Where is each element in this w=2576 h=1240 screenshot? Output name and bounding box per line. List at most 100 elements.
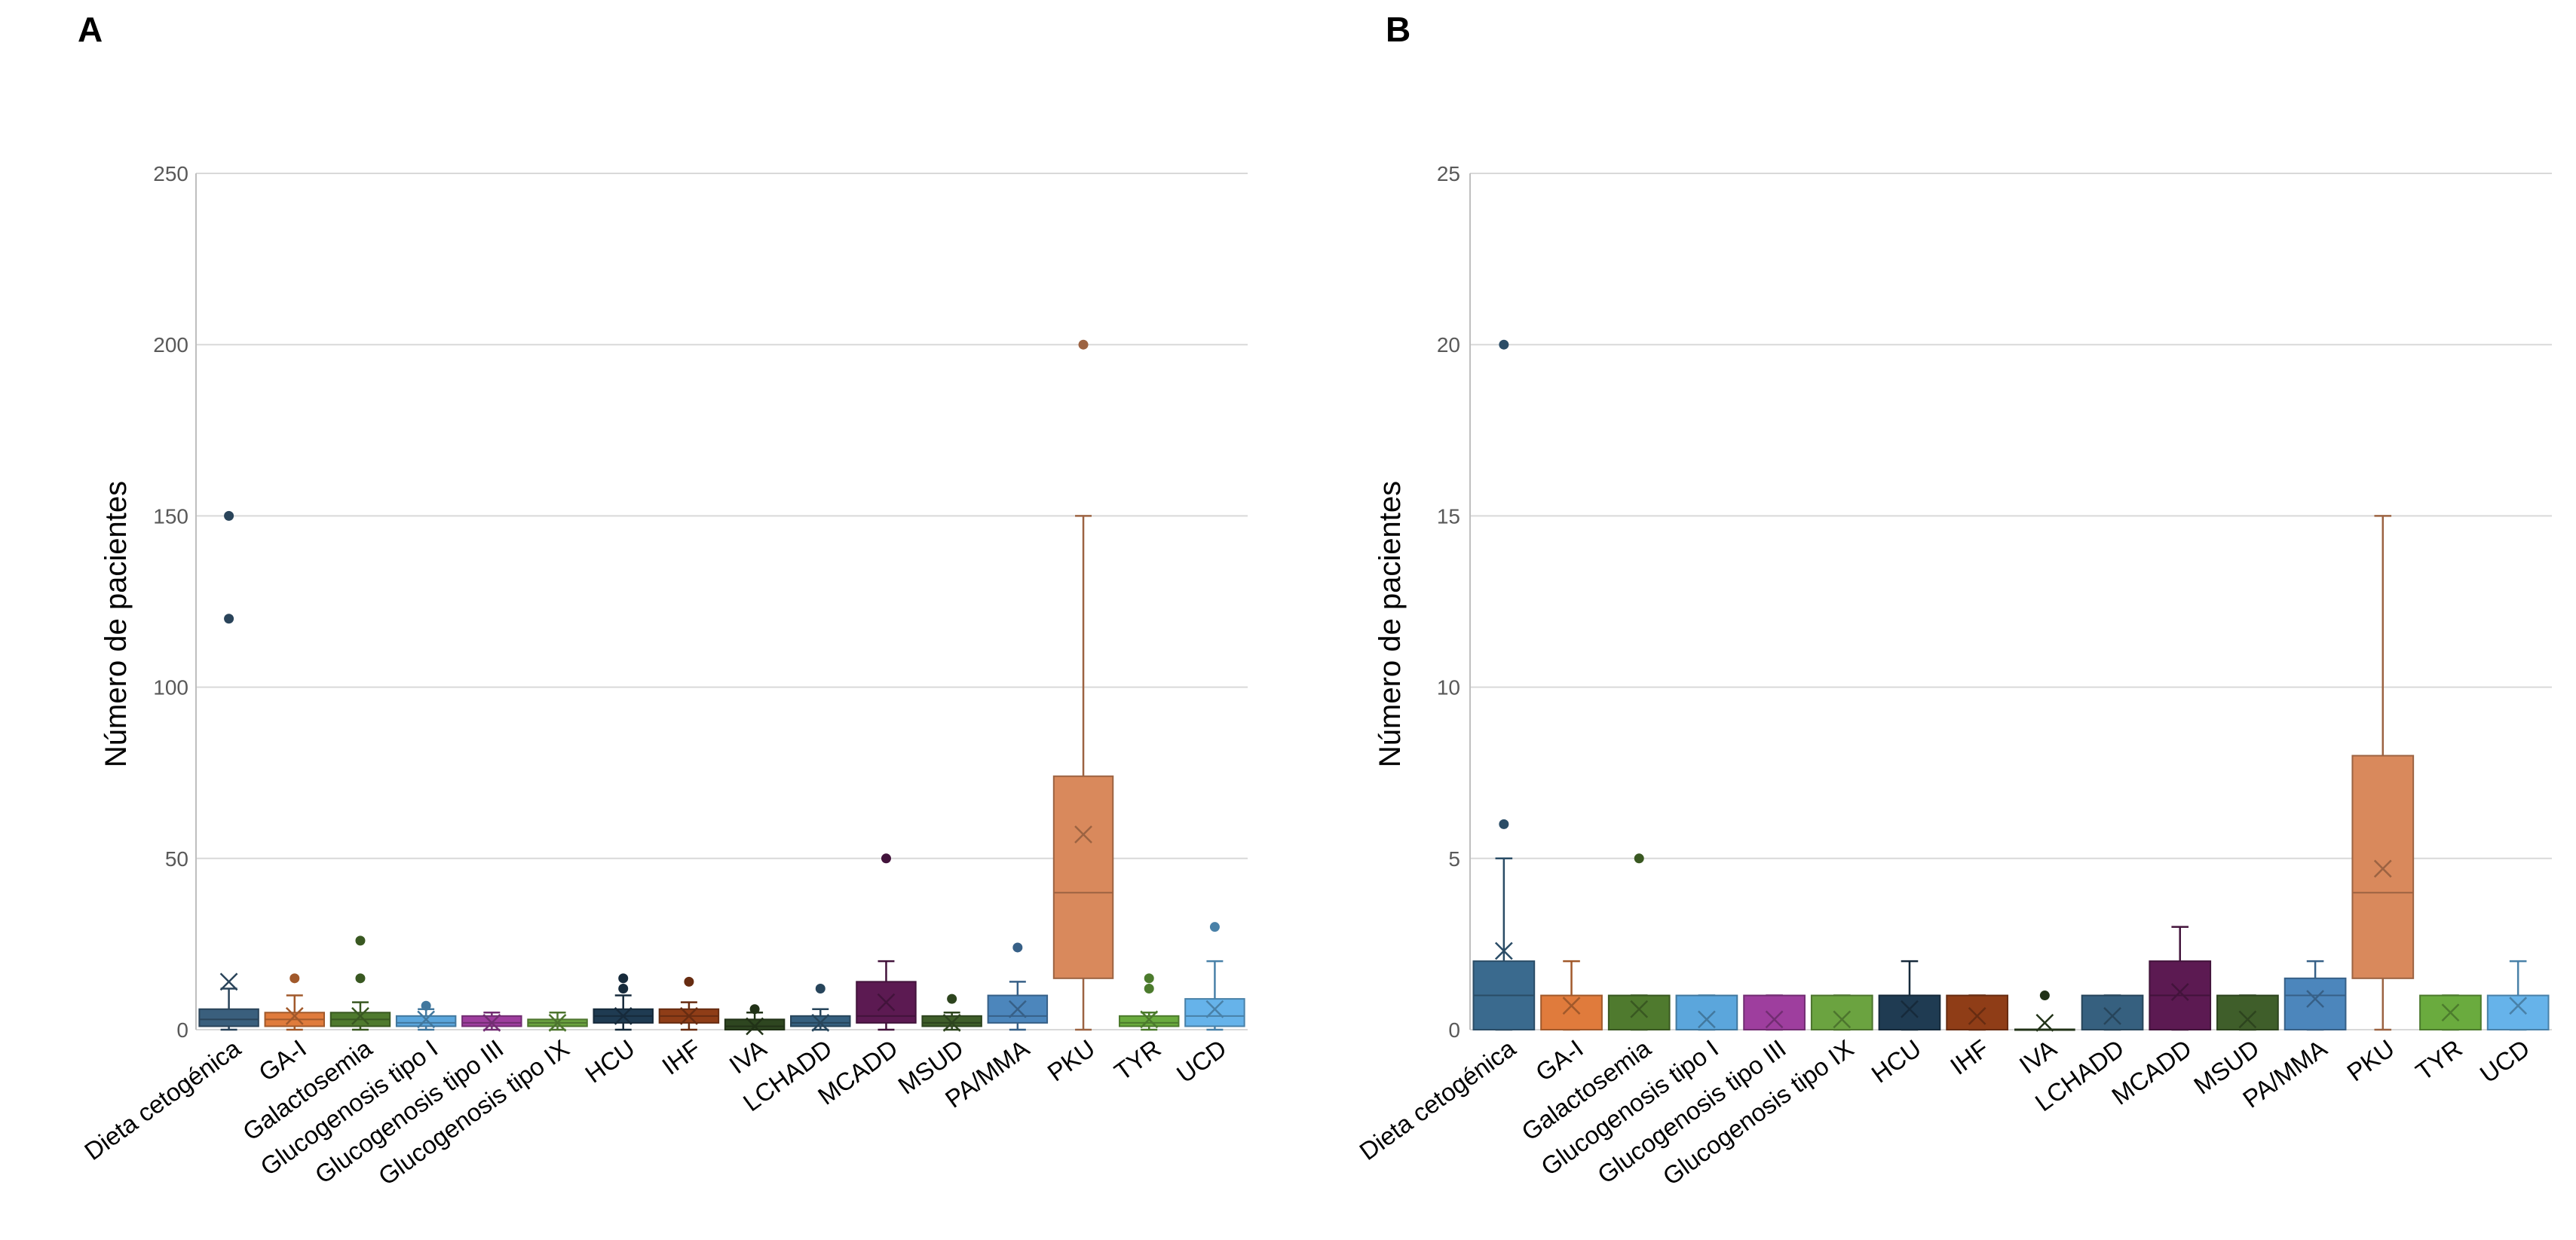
y-tick-label: 10 — [1437, 676, 1460, 700]
outlier-point — [2039, 990, 2050, 1001]
mean-marker-stroke — [1140, 1010, 1159, 1029]
iqr-box — [1810, 994, 1873, 1031]
x-tick-label: Dieta cetogénica — [1354, 1033, 1521, 1165]
mean-marker — [2035, 1014, 2054, 1032]
mean-marker — [1630, 1000, 1649, 1018]
box-ucd — [2486, 960, 2550, 1031]
y-tick-label: 150 — [153, 504, 188, 528]
outlier-point — [881, 853, 891, 864]
box-galactosemia — [329, 935, 391, 1031]
mean-marker — [942, 1014, 961, 1032]
mean-marker-stroke — [2103, 1006, 2121, 1025]
mean-marker — [1205, 1000, 1224, 1018]
outlier-point — [1209, 922, 1220, 932]
mean-marker — [2238, 1010, 2257, 1029]
mean-marker — [2373, 859, 2392, 878]
mean-marker-stroke — [1630, 1000, 1649, 1018]
x-tick-label: HCU — [1866, 1034, 1926, 1088]
outlier-point — [815, 983, 825, 994]
iqr-box — [1118, 1015, 1180, 1027]
mean-marker — [811, 1014, 830, 1032]
iqr-box — [2081, 994, 2144, 1031]
x-tick-label: HCU — [580, 1034, 640, 1088]
outlier-point — [1144, 973, 1154, 984]
y-tick-label: 0 — [176, 1018, 188, 1042]
box-glucogenosis-tipo-ix — [527, 1012, 588, 1032]
mean-marker — [2306, 990, 2324, 1008]
mean-marker-stroke — [1901, 1000, 1919, 1018]
mean-marker — [1833, 1010, 1852, 1029]
box-ihf — [1946, 994, 2009, 1031]
y-tick-label: 50 — [165, 847, 188, 871]
box-msud — [2216, 994, 2279, 1031]
iqr-box — [1052, 775, 1114, 979]
outlier-point — [289, 973, 300, 984]
y-tick-label: 0 — [1448, 1018, 1460, 1042]
outlier-point — [1634, 853, 1644, 864]
mean-marker-stroke — [811, 1014, 830, 1032]
box-lchadd — [2081, 994, 2144, 1031]
box-ga-i — [1540, 960, 1603, 1031]
x-tick-label: PKU — [2342, 1034, 2400, 1087]
mean-marker-stroke — [417, 1010, 436, 1029]
outlier-point — [224, 510, 234, 521]
mean-marker-stroke — [942, 1014, 961, 1032]
iqr-box — [1184, 998, 1245, 1027]
iqr-box — [1540, 994, 1603, 1031]
box-pku — [1052, 339, 1114, 1031]
mean-marker-stroke — [2373, 859, 2392, 878]
mean-marker — [285, 1006, 304, 1025]
x-tick-label: TYR — [1109, 1034, 1165, 1086]
outlier-point — [749, 1004, 760, 1015]
iqr-box — [198, 1008, 259, 1027]
outlier-point — [355, 973, 366, 984]
mean-marker-stroke — [746, 1017, 764, 1036]
outlier-point — [1499, 819, 1509, 829]
iqr-box — [1878, 994, 1941, 1031]
mean-marker — [351, 1006, 369, 1025]
mean-marker — [1008, 1000, 1027, 1018]
box-pa-mma — [2283, 960, 2347, 1031]
outlier-point — [1012, 942, 1023, 953]
panel-label: B — [1386, 10, 1411, 49]
box-dieta-cetog-nica — [1472, 339, 1536, 1031]
mean-marker-stroke — [2509, 997, 2528, 1015]
outlier-point — [1078, 339, 1089, 350]
mean-marker-stroke — [2238, 1010, 2257, 1029]
box-hcu — [1878, 960, 1941, 1031]
box-glucogenosis-tipo-iii — [1743, 994, 1806, 1031]
outlier-point — [618, 973, 629, 984]
mean-marker-stroke — [2441, 1003, 2460, 1022]
iqr-box — [921, 1015, 982, 1027]
mean-marker-stroke — [1833, 1010, 1852, 1029]
iqr-box — [790, 1015, 851, 1027]
y-tick-label: 25 — [1437, 162, 1460, 185]
mean-marker — [746, 1017, 764, 1036]
panel-a: A Número de pacientes 0 50 100 150 200 250 Die… — [78, 10, 1248, 1191]
mean-marker-stroke — [219, 972, 238, 991]
panel-label: A — [78, 10, 103, 49]
outlier-point — [618, 983, 629, 994]
mean-marker-stroke — [1074, 825, 1092, 844]
mean-marker-stroke — [1494, 941, 1513, 960]
box-pku — [2351, 515, 2415, 1031]
y-axis-label: Número de pacientes — [1374, 481, 1407, 767]
mean-marker — [680, 1006, 698, 1025]
iqr-box — [1946, 994, 2009, 1031]
x-tick-label: Dieta cetogénica — [79, 1033, 246, 1165]
mean-marker-stroke — [877, 993, 896, 1012]
box-lchadd — [790, 983, 851, 1032]
mean-marker-stroke — [1698, 1010, 1716, 1029]
box-msud — [921, 994, 982, 1032]
mean-marker — [1562, 997, 1581, 1015]
mean-marker — [2441, 1003, 2460, 1022]
box-tyr — [1118, 973, 1180, 1031]
box-iva — [724, 1004, 786, 1036]
box-mcadd — [856, 853, 917, 1031]
outlier-point — [684, 976, 694, 987]
mean-marker-stroke — [482, 1014, 501, 1032]
mean-marker-stroke — [1968, 1006, 1986, 1025]
box-dieta-cetog-nica — [198, 510, 259, 1031]
box-glucogenosis-tipo-iii — [461, 1012, 522, 1032]
iqr-box — [2351, 755, 2415, 979]
